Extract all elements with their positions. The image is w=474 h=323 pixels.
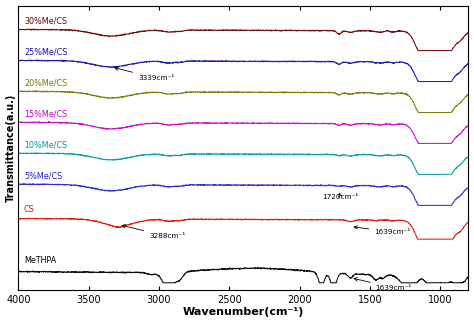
Text: 10%Me/CS: 10%Me/CS	[24, 141, 67, 150]
Text: 1639cm⁻¹: 1639cm⁻¹	[354, 226, 410, 235]
Text: CS: CS	[24, 205, 35, 214]
Text: 1639cm⁻¹: 1639cm⁻¹	[354, 278, 412, 291]
Text: MeTHPA: MeTHPA	[24, 256, 56, 265]
Text: 20%Me/CS: 20%Me/CS	[24, 79, 67, 88]
Text: 5%Me/CS: 5%Me/CS	[24, 172, 62, 181]
X-axis label: Wavenumber(cm⁻¹): Wavenumber(cm⁻¹)	[182, 307, 304, 318]
Y-axis label: Transmittance(a.u.): Transmittance(a.u.)	[6, 93, 16, 202]
Text: 25%Me/CS: 25%Me/CS	[24, 48, 67, 57]
Text: 3288cm⁻¹: 3288cm⁻¹	[122, 224, 185, 239]
Text: 3339cm⁻¹: 3339cm⁻¹	[115, 67, 174, 81]
Text: 15%Me/CS: 15%Me/CS	[24, 110, 67, 119]
Text: 1720cm⁻¹: 1720cm⁻¹	[322, 193, 358, 200]
Text: 30%Me/CS: 30%Me/CS	[24, 17, 67, 26]
